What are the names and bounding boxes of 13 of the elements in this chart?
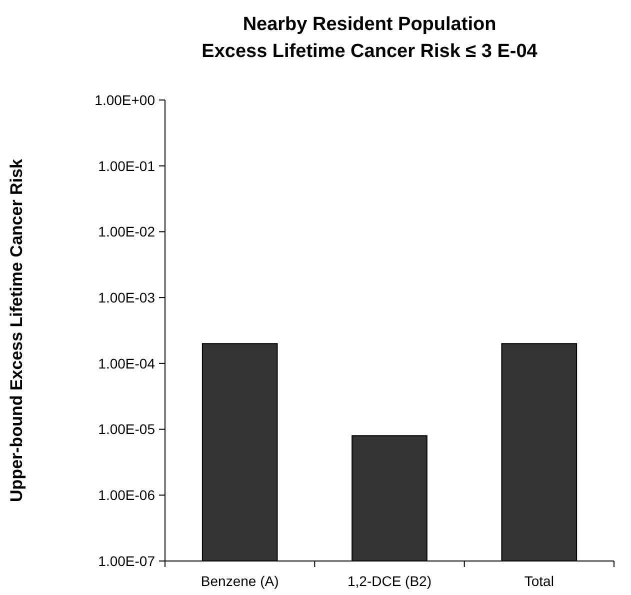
- x-tick-label: Total: [524, 573, 554, 589]
- x-tick-label: 1,2-DCE (B2): [347, 573, 432, 589]
- y-axis-title: Upper-bound Excess Lifetime Cancer Risk: [7, 158, 26, 502]
- y-tick-label: 1.00E-03: [98, 289, 156, 306]
- y-tick-label: 1.00E-04: [98, 355, 156, 372]
- y-tick-label: 1.00E+00: [94, 92, 156, 108]
- y-tick-label: 1.00E-05: [98, 421, 156, 438]
- x-tick-label: Benzene (A): [200, 573, 279, 589]
- y-tick-label: 1.00E-01: [98, 158, 156, 174]
- chart-title: Nearby Resident Population Excess Lifetime Cancer Risk ≤ 3 E-04: [202, 14, 538, 62]
- y-tick-label: 1.00E-06: [98, 487, 156, 504]
- y-tick-label: 1.00E-07: [98, 552, 156, 569]
- y-tick-label: 1.00E-02: [98, 224, 156, 240]
